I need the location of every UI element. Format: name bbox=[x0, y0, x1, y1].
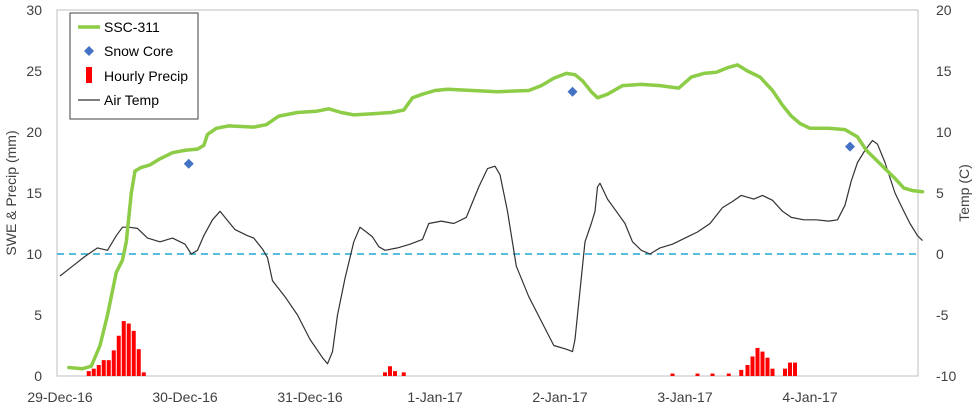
precip-bar bbox=[131, 330, 136, 376]
precip-bar bbox=[793, 362, 797, 376]
precip-bar bbox=[726, 373, 731, 376]
left-tick-label: 10 bbox=[26, 246, 42, 262]
legend-label-snow-core: Snow Core bbox=[104, 43, 173, 59]
precip-bar bbox=[136, 349, 141, 376]
right-tick-label: 5 bbox=[936, 185, 944, 201]
precip-bar bbox=[106, 360, 111, 376]
precip-bar bbox=[710, 373, 715, 376]
precip-bar bbox=[695, 373, 700, 376]
precip-bar bbox=[770, 368, 775, 376]
x-tick-label: 1-Jan-17 bbox=[407, 389, 462, 405]
series-layer bbox=[57, 63, 925, 376]
x-tick-label: 3-Jan-17 bbox=[657, 389, 712, 405]
precip-bar bbox=[783, 368, 787, 376]
snow-core-point bbox=[845, 141, 855, 152]
precip-bar bbox=[760, 351, 765, 376]
left-tick-label: 5 bbox=[34, 307, 42, 323]
precip-bar bbox=[670, 373, 675, 376]
left-axis-title: SWE & Precip (mm) bbox=[3, 130, 19, 255]
axis-layer: 0 5 10 15 20 25 30 -10 -5 0 5 10 15 20 29-Dec-16 30-Dec… bbox=[26, 2, 956, 405]
air-temp-line bbox=[59, 139, 923, 365]
legend-diamond-icon bbox=[84, 46, 94, 56]
precip-bar bbox=[401, 372, 406, 376]
precip-bar bbox=[126, 323, 131, 376]
precip-bar bbox=[383, 372, 387, 376]
legend-label-ssc311: SSC-311 bbox=[104, 19, 160, 35]
legend-box bbox=[69, 12, 199, 120]
precip-bar bbox=[745, 365, 750, 376]
left-tick-label: 15 bbox=[26, 185, 42, 201]
legend-label-air-temp: Air Temp bbox=[104, 92, 159, 108]
legend: SSC-311 Snow Core Hourly Precip Air Temp bbox=[69, 12, 199, 120]
precip-bar bbox=[750, 356, 755, 376]
right-axis-title: Temp (C) bbox=[956, 164, 972, 222]
precip-bar bbox=[86, 371, 91, 376]
right-tick-label: -10 bbox=[936, 368, 956, 384]
precip-bar bbox=[788, 362, 792, 376]
precip-bar bbox=[393, 371, 397, 376]
precip-bar bbox=[141, 372, 146, 376]
ssc-311-line bbox=[67, 63, 925, 371]
legend-bar-icon bbox=[86, 67, 92, 83]
right-tick-label: 15 bbox=[936, 63, 952, 79]
precip-bar bbox=[121, 321, 126, 376]
left-tick-label: 25 bbox=[26, 63, 42, 79]
precip-bar bbox=[765, 357, 770, 376]
precip-bar bbox=[116, 335, 121, 376]
precip-bar bbox=[739, 369, 744, 376]
snow-core-point bbox=[567, 86, 578, 97]
left-tick-label: 20 bbox=[26, 124, 42, 140]
right-tick-label: -5 bbox=[936, 307, 949, 323]
snow-core-point bbox=[183, 158, 194, 169]
right-tick-label: 20 bbox=[936, 2, 952, 18]
x-tick-label: 30-Dec-16 bbox=[152, 389, 218, 405]
precip-bar bbox=[96, 365, 101, 376]
precip-bar bbox=[111, 350, 116, 376]
left-tick-label: 30 bbox=[26, 2, 42, 18]
x-tick-label: 31-Dec-16 bbox=[277, 389, 343, 405]
precip-bar bbox=[91, 368, 96, 376]
x-tick-label: 4-Jan-17 bbox=[782, 389, 837, 405]
left-tick-label: 0 bbox=[34, 368, 42, 384]
legend-label-hourly-precip: Hourly Precip bbox=[104, 68, 188, 84]
precip-bar bbox=[101, 360, 106, 376]
x-tick-label: 29-Dec-16 bbox=[27, 389, 93, 405]
x-tick-label: 2-Jan-17 bbox=[532, 389, 587, 405]
legend-icons bbox=[78, 25, 100, 101]
right-tick-label: 0 bbox=[936, 246, 944, 262]
right-tick-label: 10 bbox=[936, 124, 952, 140]
precip-bar bbox=[755, 347, 760, 376]
precip-bar bbox=[388, 366, 392, 376]
